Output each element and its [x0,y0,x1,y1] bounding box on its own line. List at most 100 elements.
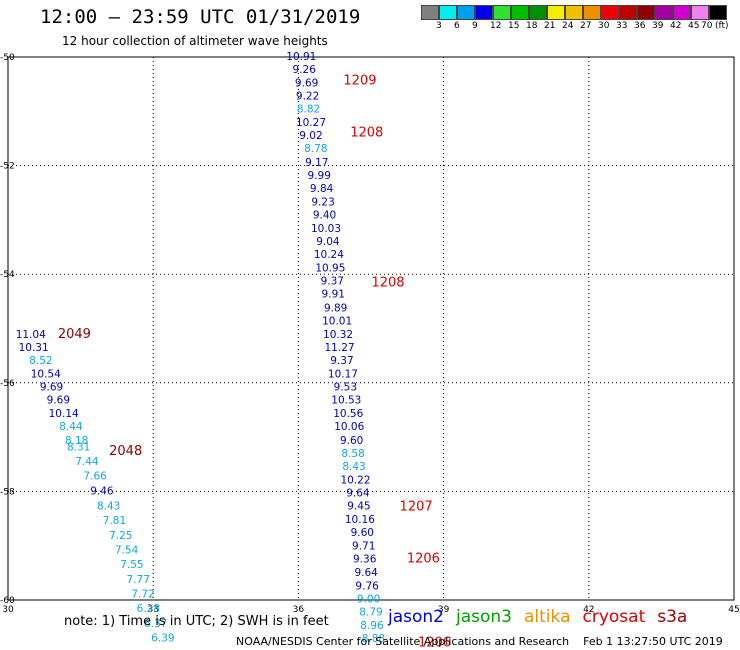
time-label: 2049 [58,327,91,342]
footer-note: note: 1) Time is in UTC; 2) SWH is in fe… [64,614,329,629]
wave-height-point: 9.69 [295,78,318,90]
satellite-s3a: s3a [657,607,688,627]
grid-lines [8,57,734,600]
legend-swatch [709,5,727,20]
wave-height-point: 10.22 [340,474,370,486]
wave-height-point: 9.84 [310,183,334,195]
legend-tick: 45 [688,21,700,31]
x-tick-label: 42 [583,605,594,615]
time-label: 1207 [400,500,433,515]
wave-height-point: 8.31 [67,441,90,453]
legend-tick: 30 [598,21,610,31]
legend-swatch [583,5,601,20]
page-subtitle: 12 hour collection of altimeter wave hei… [62,34,328,48]
wave-height-point: 9.69 [47,395,70,407]
wave-height-point: 8.43 [342,461,365,473]
y-tick-label: -52 [0,162,15,172]
wave-height-point: 7.25 [109,530,132,542]
legend-tick: 6 [454,21,460,31]
wave-height-point: 9.99 [308,170,331,182]
wave-height-point: 9.64 [354,567,378,579]
wave-height-point: 9.53 [334,382,357,394]
wave-height-point: 7.77 [127,574,150,586]
timestamp: Feb 1 13:27:50 UTC 2019 [583,635,723,648]
wave-height-point: 10.03 [311,223,341,235]
color-legend: 3 6 9 12 15 18 21 24 27 30 33 36 39 42 45 70 (ft) [421,5,729,32]
satellite-legend: jason2 jason3 altika cryosat s3a [388,607,699,627]
legend-tick: 21 [544,21,556,31]
wave-height-point: 9.89 [324,302,347,314]
wave-height-point: 9.04 [316,236,340,248]
satellite-jason2: jason2 [388,607,444,627]
legend-swatch [493,5,511,20]
time-label: 2048 [109,444,142,459]
wave-height-point: 9.76 [355,580,379,592]
wave-height-point: 8.52 [29,355,52,367]
legend-tick: 24 [562,21,574,31]
legend-swatch [565,5,583,20]
wave-height-point: 7.72 [131,588,154,600]
wave-height-point: 7.54 [115,545,139,557]
wave-height-point: 7.66 [83,471,107,483]
wave-height-point: 9.37 [330,355,353,367]
legend-swatch [511,5,529,20]
wave-height-point: 8.58 [341,448,364,460]
satellite-cryosat: cryosat [582,607,646,627]
wave-height-point: 9.36 [353,554,377,566]
y-tick-label: -56 [0,379,15,389]
time-labels: 1209 1208 1208 1207 1206 1206 2049 2048 [58,73,451,650]
wave-height-point: 9.71 [352,541,375,553]
legend-tick: 42 [670,21,682,31]
wave-height-point: 9.40 [313,209,336,221]
wave-height-point: 8.96 [360,620,384,632]
wave-height-point: 9.00 [357,593,380,605]
satellite-jason3: jason3 [456,607,512,627]
legend-swatch [637,5,655,20]
wave-height-point: 10.53 [331,395,361,407]
satellite-altika: altika [524,607,571,627]
wave-height-point: 7.44 [75,456,99,468]
legend-swatch [529,5,547,20]
wave-height-point: 11.27 [325,342,355,354]
wave-height-point: 11.04 [16,329,46,341]
legend-swatch [421,5,439,20]
wave-height-point: 9.69 [40,382,63,394]
x-tick-label: 39 [438,605,450,615]
wave-height-point: 10.24 [314,249,344,261]
wave-height-point: 9.64 [346,487,370,499]
legend-tick: 3 [436,21,442,31]
wave-height-point: 8.44 [59,421,83,433]
page-title: 12:00 — 23:59 UTC 01/31/2019 [40,6,361,28]
wave-height-point: 9.22 [296,91,319,103]
legend-tick: 27 [580,21,592,31]
legend-swatch [691,5,709,20]
legend-tick: 9 [472,21,478,31]
legend-tick: 39 [652,21,664,31]
y-tick-label: -60 [0,596,15,606]
wave-height-point: 10.14 [49,408,79,420]
wave-height-point: 9.60 [340,435,363,447]
wave-height-point: 10.27 [296,117,326,129]
wave-height-point: 6.28 [137,603,160,615]
y-tick-label: -54 [0,270,15,280]
y-tick-label: -50 [0,53,15,63]
x-tick-label: 33 [147,605,158,615]
wave-height-point: 10.56 [333,408,363,420]
x-tick-label: 36 [293,605,305,615]
credit-line: NOAA/NESDIS Center for Satellite Applica… [236,635,723,648]
wave-height-point: 10.01 [322,315,352,327]
wave-height-point: 10.95 [315,263,345,275]
wave-height-point: 9.26 [293,64,317,76]
credit-text: NOAA/NESDIS Center for Satellite Applica… [236,635,570,648]
wave-height-point: 6.39 [151,632,174,644]
wave-height-point: 10.17 [328,369,358,381]
time-label: 1206 [418,635,451,650]
wave-height-point: 10.91 [286,51,316,63]
wave-height-point: 9.23 [311,196,334,208]
legend-tick: 36 [634,21,646,31]
legend-tick: (ft) [715,21,729,31]
wave-height-point: 6.37 [144,618,167,630]
legend-swatch [547,5,565,20]
